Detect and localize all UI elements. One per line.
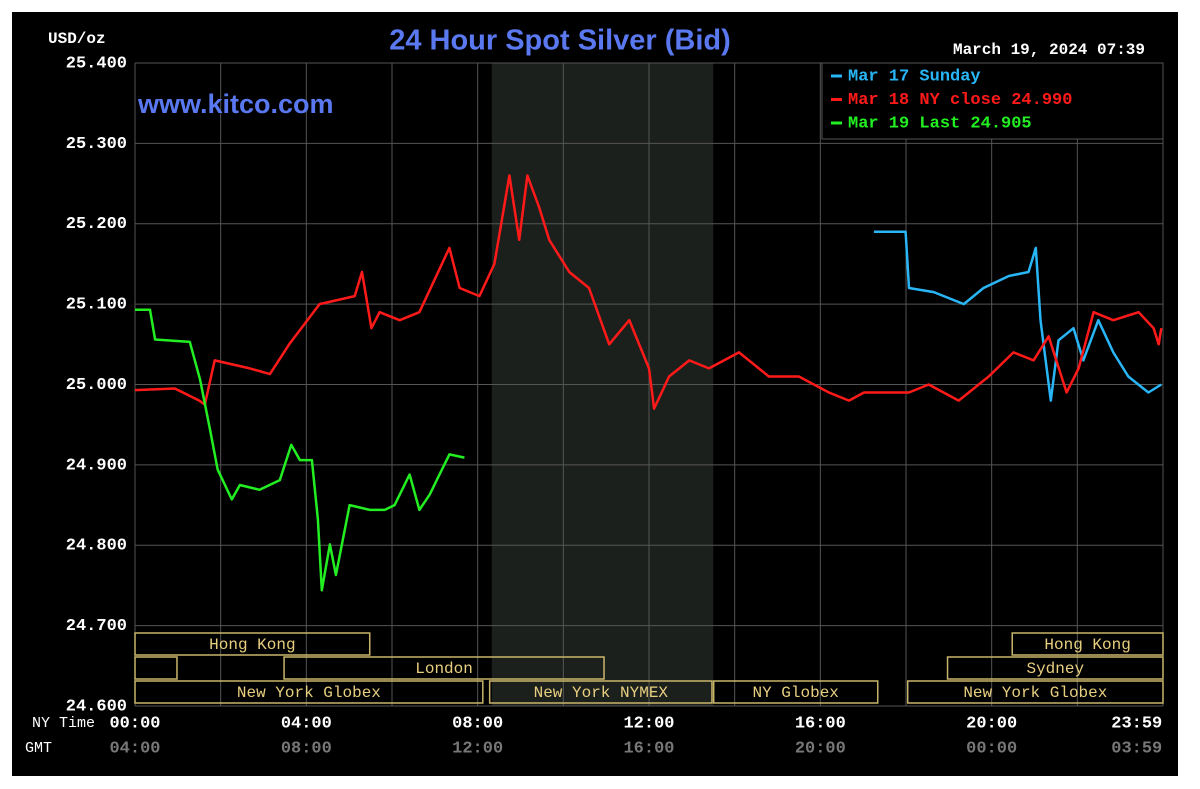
x-tick-label: 16:00 [795,714,846,733]
x2-tick-label: 12:00 [452,739,503,758]
watermark: www.kitco.com [137,89,334,119]
y-tick-label: 24.700 [66,617,127,636]
legend-label: Mar 17 Sunday [848,67,981,86]
session-label: NY Globex [752,684,838,702]
series-line [873,230,1162,402]
y-tick-label: 24.900 [66,456,127,475]
legend-label: Mar 18 NY close 24.990 [848,91,1072,110]
session-box [712,680,879,704]
x2-tick-label: 03:59 [1111,739,1162,758]
y-tick-label: 25.400 [66,54,127,73]
session-label: Sydney [1026,660,1084,678]
x-tick-label: 00:00 [109,714,160,733]
session-label: Hong Kong [1044,636,1130,654]
session-label: Hong Kong [209,636,295,654]
y-tick-label: 24.800 [66,537,127,556]
session-box [283,656,605,680]
session-box [134,656,178,680]
y-tick-label: 25.300 [66,135,127,154]
x-tick-label: 08:00 [452,714,503,733]
series-line [134,174,1163,410]
session-box [1011,632,1164,656]
session-box [906,680,1164,704]
y-tick-label: 24.600 [66,697,127,716]
session-box [134,680,484,704]
series-line [135,308,465,592]
x2-axis-label: GMT [25,740,52,757]
timestamp: March 19, 2024 07:39 [953,41,1145,59]
x2-tick-label: 20:00 [795,739,846,758]
y-tick-label: 25.100 [66,296,127,315]
x-tick-label: 04:00 [281,714,332,733]
session-label: New York Globex [237,684,381,702]
y-tick-label: 25.200 [66,215,127,234]
y-axis-label: USD/oz [48,30,106,48]
session-box [134,632,371,656]
legend-box [821,62,1164,140]
session-label: London [415,660,473,678]
session-box [488,680,713,704]
legend-label: Mar 19 Last 24.905 [848,114,1032,133]
x2-tick-label: 08:00 [281,739,332,758]
session-label: New York Globex [963,684,1107,702]
session-box [946,656,1164,680]
x-tick-label: 23:59 [1111,714,1162,733]
x2-tick-label: 16:00 [623,739,674,758]
chart-title: 24 Hour Spot Silver (Bid) [389,25,731,57]
x2-tick-label: 04:00 [109,739,160,758]
x-tick-label: 12:00 [623,714,674,733]
x-axis-label: NY Time [32,715,95,732]
y-tick-label: 25.000 [66,376,127,395]
x-tick-label: 20:00 [966,714,1017,733]
session-label: New York NYMEX [534,684,669,702]
x2-tick-label: 00:00 [966,739,1017,758]
